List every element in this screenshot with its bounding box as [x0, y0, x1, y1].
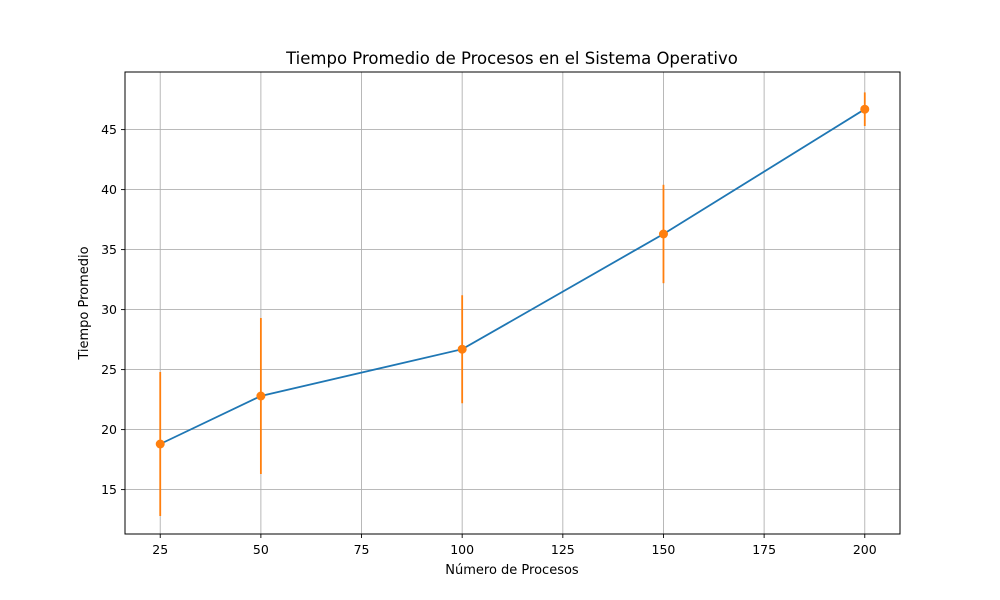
y-tick-label: 20	[101, 422, 117, 437]
x-tick-label: 150	[652, 542, 676, 557]
x-tick-label: 200	[853, 542, 877, 557]
y-tick-label: 45	[101, 122, 117, 137]
x-tick-label: 50	[253, 542, 269, 557]
data-point	[860, 104, 870, 114]
x-tick-label: 25	[152, 542, 168, 557]
y-axis-label: Tiempo Promedio	[77, 246, 92, 360]
x-axis-label: Número de Procesos	[445, 563, 579, 578]
y-tick-label: 25	[101, 362, 117, 377]
chart-title: Tiempo Promedio de Procesos en el Sistem…	[285, 49, 738, 68]
data-point	[155, 439, 165, 449]
ticks: 25 50 75 100 125 150 175 200 15 20 25 30 35 40 45	[101, 122, 877, 557]
y-tick-label: 15	[101, 482, 117, 497]
x-tick-label: 175	[752, 542, 776, 557]
grid	[125, 72, 900, 534]
y-tick-label: 40	[101, 182, 117, 197]
x-tick-label: 100	[450, 542, 474, 557]
y-tick-label: 30	[101, 302, 117, 317]
data-point	[256, 391, 266, 401]
series-layer	[155, 92, 870, 516]
x-tick-label: 75	[354, 542, 370, 557]
y-tick-label: 35	[101, 242, 117, 257]
data-point	[457, 344, 467, 354]
data-point	[658, 229, 668, 239]
plot-frame	[124, 71, 901, 535]
x-tick-label: 125	[551, 542, 575, 557]
